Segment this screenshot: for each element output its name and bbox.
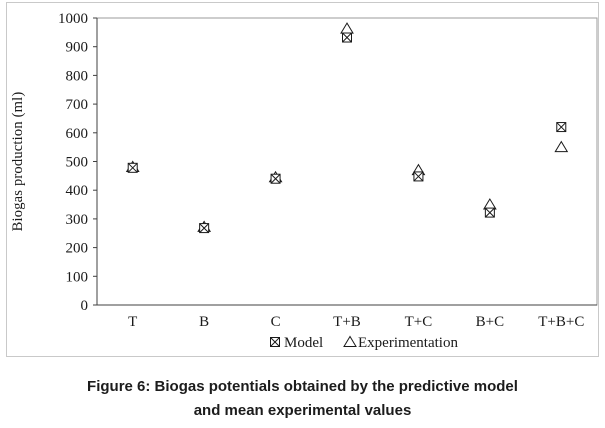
x-axis-label: T bbox=[128, 314, 137, 330]
x-axis-label: T+B bbox=[333, 314, 361, 330]
data-point-model-x-stroke bbox=[127, 162, 138, 173]
y-axis-tick-label: 600 bbox=[66, 126, 89, 142]
legend-experimentation-label: Experimentation bbox=[358, 335, 458, 351]
y-axis-tick-label: 300 bbox=[66, 212, 89, 228]
plot-frame bbox=[96, 17, 598, 306]
data-point-model-x-stroke bbox=[199, 223, 209, 233]
legend-model-label: Model bbox=[284, 335, 323, 351]
data-point-model-x-stroke bbox=[413, 171, 424, 182]
x-axis-label: T+C bbox=[405, 314, 433, 330]
legend-triangle-marker-icon bbox=[343, 335, 357, 347]
x-axis-label: B bbox=[199, 314, 209, 330]
y-axis-tick-label: 400 bbox=[66, 183, 89, 199]
x-axis-label: T+B+C bbox=[538, 314, 584, 330]
data-point-model-x-stroke bbox=[342, 32, 352, 43]
caption-line-1: Figure 6: Biogas potentials obtained by … bbox=[87, 378, 518, 395]
caption-line-2: and mean experimental values bbox=[193, 402, 412, 419]
data-point-experimentation bbox=[554, 140, 569, 153]
biogas-scatter-chart: 0 100 200 300 400 500 600 700 800 900 1000 T B C T+B T+… bbox=[10, 11, 598, 351]
y-axis-tick-label: 0 bbox=[81, 298, 89, 314]
y-axis-tick-label: 200 bbox=[66, 241, 89, 257]
legend-boxed-x-marker-icon-x-stroke bbox=[270, 337, 280, 347]
y-axis-tick-label: 700 bbox=[66, 97, 89, 113]
data-point-model-x-stroke bbox=[270, 173, 281, 184]
y-axis-tick-label: 100 bbox=[66, 269, 89, 285]
y-axis-tick-label: 1000 bbox=[58, 11, 88, 27]
chart-area: 0 100 200 300 400 500 600 700 800 900 1000 T B C T+B T+… bbox=[6, 2, 599, 357]
data-point-model-x-stroke bbox=[485, 207, 495, 218]
y-axis-tick-label: 800 bbox=[66, 68, 89, 84]
x-axis-label: B+C bbox=[476, 314, 504, 330]
data-point-experimentation bbox=[482, 198, 497, 210]
figure-caption: Figure 6: Biogas potentials obtained by … bbox=[0, 375, 605, 423]
data-point-model-x-stroke bbox=[556, 122, 567, 132]
data-point-experimentation bbox=[340, 22, 354, 34]
x-axis-label: C bbox=[271, 314, 281, 330]
y-axis-tick-label: 500 bbox=[66, 155, 89, 171]
y-axis-tick-label: 900 bbox=[66, 40, 89, 56]
y-axis-title: Biogas production (ml) bbox=[10, 92, 26, 232]
